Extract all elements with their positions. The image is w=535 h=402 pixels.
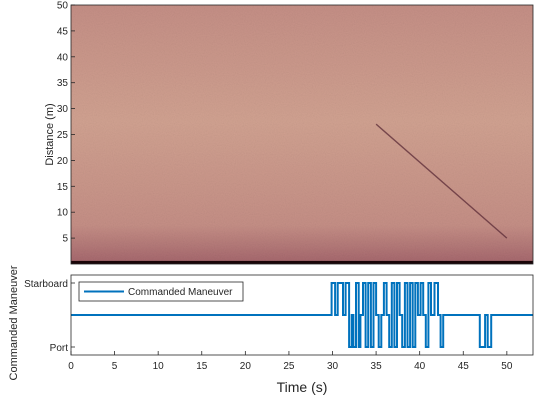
heatmap-y-tick-label: 50 bbox=[57, 1, 69, 12]
time-x-axis-label: Time (s) bbox=[277, 379, 328, 395]
heatmap-y-ticks: 5 10 15 20 25 30 35 40 45 50 bbox=[57, 1, 75, 245]
heatmap-y-tick-label: 45 bbox=[57, 26, 69, 37]
time-x-tick-label: 40 bbox=[414, 361, 426, 372]
heatmap-edge-band bbox=[71, 261, 533, 264]
time-x-tick-label: 20 bbox=[240, 361, 252, 372]
time-x-tick-label: 30 bbox=[327, 361, 339, 372]
heatmap-y-tick-label: 30 bbox=[57, 104, 69, 115]
time-x-tick-label: 10 bbox=[153, 361, 165, 372]
heatmap-y-tick-label: 40 bbox=[57, 52, 69, 63]
detection-track bbox=[375, 123, 508, 239]
heatmap-y-axis-label: Distance (m) bbox=[44, 103, 56, 165]
time-x-tick-label: 5 bbox=[112, 361, 118, 372]
heatmap-y-tick-label: 5 bbox=[62, 234, 68, 245]
legend-entry: Commanded Maneuver bbox=[128, 287, 233, 298]
time-x-tick-label: 50 bbox=[501, 361, 513, 372]
maneuver-series-line bbox=[71, 282, 533, 348]
heatmap-y-tick-label: 20 bbox=[57, 156, 69, 167]
maneuver-x-ticks: 0 5 10 15 20 25 30 35 40 45 50 bbox=[68, 351, 513, 372]
time-x-tick-label: 0 bbox=[68, 361, 74, 372]
heatmap-field bbox=[71, 5, 533, 264]
heatmap-y-tick-label: 25 bbox=[57, 130, 69, 141]
maneuver-y-ticks: Port Starboard bbox=[24, 279, 75, 354]
distance-heatmap-panel: 5 10 15 20 25 30 35 40 45 50 Distance (m) bbox=[44, 1, 534, 265]
maneuver-y-axis-label: Commanded Maneuver bbox=[8, 265, 20, 380]
heatmap-y-tick-label: 10 bbox=[57, 208, 69, 219]
heatmap-y-tick-label: 35 bbox=[57, 78, 69, 89]
time-x-tick-label: 45 bbox=[458, 361, 470, 372]
maneuver-panel: Port Starboard 0 5 10 15 20 25 30 35 40 45 50 Comm… bbox=[8, 265, 534, 395]
y-tick-label-port: Port bbox=[50, 343, 69, 354]
y-tick-label-starboard: Starboard bbox=[24, 279, 68, 290]
legend: Commanded Maneuver bbox=[78, 281, 244, 302]
time-x-tick-label: 25 bbox=[283, 361, 295, 372]
maneuver-frame bbox=[70, 274, 534, 356]
time-x-tick-label: 15 bbox=[196, 361, 208, 372]
legend-box bbox=[78, 281, 244, 302]
heatmap-y-tick-label: 15 bbox=[57, 182, 69, 193]
time-x-tick-label: 35 bbox=[371, 361, 383, 372]
